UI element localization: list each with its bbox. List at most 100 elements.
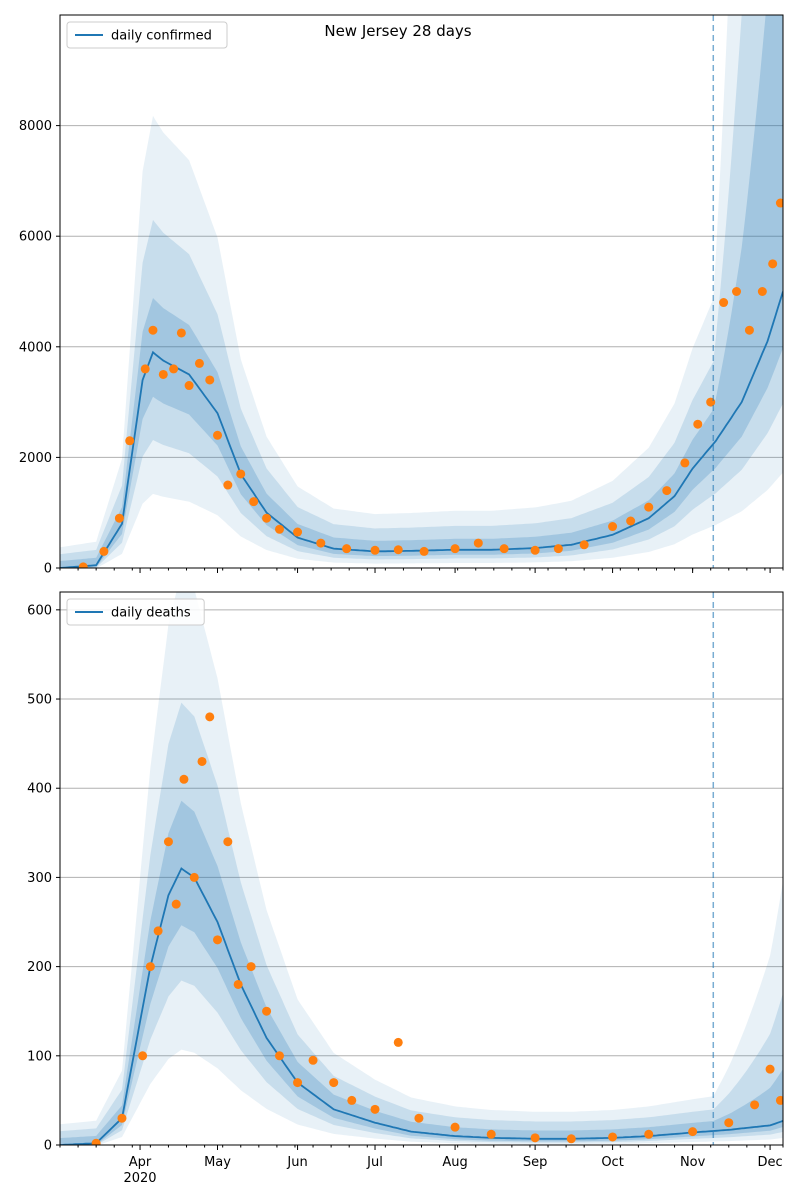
- data-point: [125, 436, 135, 446]
- data-point: [153, 926, 163, 936]
- data-point: [450, 1122, 460, 1132]
- data-point: [693, 419, 703, 429]
- data-point: [419, 546, 429, 556]
- y-tick-label: 300: [27, 871, 52, 886]
- data-point: [179, 774, 189, 784]
- data-point: [163, 837, 173, 847]
- uncertainty-band: [60, 702, 783, 1145]
- data-point: [499, 544, 509, 554]
- x-tick-label: Oct: [601, 1155, 623, 1170]
- data-point: [91, 1138, 101, 1145]
- data-point: [530, 1133, 540, 1143]
- data-point: [138, 1051, 148, 1061]
- series-line-daily-deaths: [60, 867, 783, 1145]
- data-point: [176, 328, 186, 338]
- data-point: [393, 1037, 403, 1047]
- y-tick-label: 0: [44, 1139, 52, 1154]
- data-point: [184, 381, 194, 391]
- legend-label: daily confirmed: [111, 29, 212, 44]
- data-point: [223, 837, 233, 847]
- legend-box: [66, 598, 205, 626]
- y-tick-label: 600: [27, 603, 52, 618]
- y-tick-label: 0: [44, 562, 52, 577]
- y-tick-label: 100: [27, 1049, 52, 1064]
- data-point: [293, 527, 303, 537]
- x-tick-label: Apr: [129, 1155, 152, 1170]
- y-tick-label: 4000: [19, 340, 52, 355]
- data-point: [145, 962, 155, 972]
- data-point: [114, 513, 124, 523]
- y-tick-label: 200: [27, 960, 52, 975]
- data-point: [626, 516, 636, 526]
- data-point: [99, 546, 109, 556]
- legend-box: [66, 21, 228, 49]
- data-point: [205, 375, 215, 385]
- chart-title: New Jersey 28 days: [324, 22, 471, 40]
- data-point: [342, 544, 352, 554]
- data-point: [393, 545, 403, 555]
- data-point: [308, 1055, 318, 1065]
- data-point: [347, 1095, 357, 1105]
- data-point: [473, 538, 483, 548]
- x-tick-label: Dec: [758, 1155, 783, 1170]
- data-point: [213, 935, 223, 945]
- data-point: [370, 1104, 380, 1114]
- x-tick-label: Aug: [442, 1155, 467, 1170]
- data-point: [262, 513, 272, 523]
- confirmed-chart: 0 2000 4000 6000 8000 daily confirmed: [19, 14, 784, 577]
- x-tick-label: Nov: [680, 1155, 706, 1170]
- data-point: [236, 469, 246, 479]
- plot-area: [60, 15, 783, 568]
- data-point: [768, 259, 778, 269]
- data-point: [644, 1129, 654, 1139]
- data-point: [117, 1113, 127, 1123]
- x-tick-label: Jun: [286, 1155, 307, 1170]
- data-point: [719, 298, 729, 308]
- data-point: [213, 430, 223, 440]
- data-point: [223, 480, 233, 490]
- data-point: [140, 364, 150, 374]
- data-point: [78, 562, 88, 568]
- data-point: [148, 325, 158, 335]
- y-tick-label: 400: [27, 782, 52, 797]
- uncertainty-band: [60, 592, 783, 1145]
- y-tick-label: 500: [27, 693, 52, 708]
- data-point: [724, 1118, 734, 1128]
- data-point: [293, 1078, 303, 1088]
- data-point: [205, 712, 215, 722]
- data-point: [194, 358, 204, 368]
- data-point: [169, 364, 179, 374]
- data-point: [775, 1095, 783, 1105]
- data-point: [750, 1100, 760, 1110]
- data-point: [246, 962, 256, 972]
- y-tick-label: 6000: [19, 230, 52, 245]
- data-point: [197, 756, 207, 766]
- uncertainty-band: [60, 15, 783, 568]
- data-point: [189, 872, 199, 882]
- data-point: [688, 1127, 698, 1137]
- data-point: [329, 1078, 339, 1088]
- y-tick-label: 8000: [19, 119, 52, 134]
- data-point: [316, 538, 326, 548]
- data-point: [274, 1051, 284, 1061]
- data-point: [530, 545, 540, 555]
- data-point: [158, 369, 168, 379]
- x-tick-year-label: 2020: [123, 1171, 156, 1186]
- legend: daily deaths: [66, 598, 205, 626]
- data-point: [486, 1129, 496, 1139]
- data-point: [566, 1134, 576, 1144]
- data-point: [553, 544, 563, 554]
- data-point: [744, 325, 754, 335]
- data-point: [662, 486, 672, 496]
- data-point: [233, 979, 243, 989]
- plot-area: [60, 592, 783, 1145]
- data-point: [765, 1064, 775, 1074]
- legend-label: daily deaths: [111, 606, 191, 621]
- data-point: [579, 540, 589, 550]
- data-point: [644, 502, 654, 512]
- data-point: [732, 287, 742, 296]
- x-tick-label: Jul: [366, 1155, 383, 1170]
- data-point: [274, 524, 284, 534]
